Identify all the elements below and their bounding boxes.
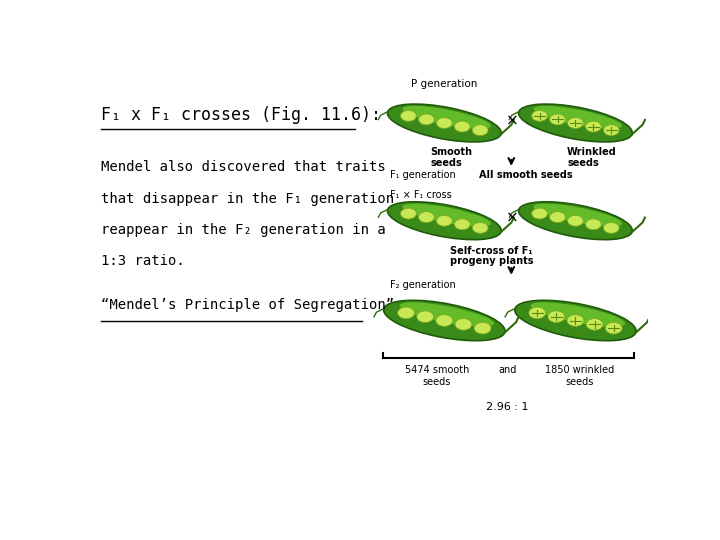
Ellipse shape bbox=[418, 212, 434, 222]
Ellipse shape bbox=[548, 311, 564, 322]
Text: that disappear in the F₁ generation: that disappear in the F₁ generation bbox=[101, 192, 395, 206]
Ellipse shape bbox=[387, 202, 501, 240]
Text: “Mendel’s Principle of Segregation”: “Mendel’s Principle of Segregation” bbox=[101, 298, 395, 312]
Ellipse shape bbox=[531, 302, 625, 327]
Ellipse shape bbox=[436, 315, 453, 326]
Ellipse shape bbox=[400, 208, 416, 219]
Text: Smooth
seeds: Smooth seeds bbox=[431, 147, 472, 168]
Ellipse shape bbox=[400, 110, 416, 122]
Ellipse shape bbox=[567, 215, 583, 226]
Ellipse shape bbox=[397, 307, 415, 319]
Ellipse shape bbox=[534, 106, 622, 129]
Text: Self-cross of F₁: Self-cross of F₁ bbox=[451, 246, 533, 255]
Ellipse shape bbox=[454, 219, 470, 230]
Ellipse shape bbox=[567, 118, 583, 129]
Text: reappear in the F₂ generation in a: reappear in the F₂ generation in a bbox=[101, 223, 386, 237]
Ellipse shape bbox=[400, 302, 494, 327]
Ellipse shape bbox=[454, 121, 470, 132]
Ellipse shape bbox=[418, 114, 434, 125]
Text: 1:3 ratio.: 1:3 ratio. bbox=[101, 254, 185, 268]
Ellipse shape bbox=[586, 319, 603, 330]
Text: 1850 wrinkled
seeds: 1850 wrinkled seeds bbox=[545, 365, 615, 387]
Ellipse shape bbox=[531, 208, 547, 219]
Text: and: and bbox=[498, 365, 516, 375]
Text: F₁ x F₁ crosses (Fig. 11.6):: F₁ x F₁ crosses (Fig. 11.6): bbox=[101, 106, 381, 124]
Text: 5474 smooth
seeds: 5474 smooth seeds bbox=[405, 365, 469, 387]
Ellipse shape bbox=[549, 114, 565, 125]
Text: F₂ generation: F₂ generation bbox=[390, 280, 456, 290]
Ellipse shape bbox=[402, 106, 491, 129]
Ellipse shape bbox=[474, 322, 491, 334]
Ellipse shape bbox=[436, 118, 452, 129]
Ellipse shape bbox=[585, 121, 601, 132]
Text: P generation: P generation bbox=[411, 79, 477, 89]
Text: F₁ generation: F₁ generation bbox=[390, 170, 456, 180]
Text: $\times$: $\times$ bbox=[505, 210, 518, 225]
Ellipse shape bbox=[402, 204, 491, 226]
Ellipse shape bbox=[603, 125, 619, 136]
Text: Wrinkled
seeds: Wrinkled seeds bbox=[567, 147, 617, 168]
Ellipse shape bbox=[606, 322, 622, 334]
Ellipse shape bbox=[531, 110, 547, 122]
Text: $\times$: $\times$ bbox=[505, 112, 518, 127]
Ellipse shape bbox=[384, 300, 505, 341]
Ellipse shape bbox=[515, 300, 636, 341]
Ellipse shape bbox=[567, 315, 584, 326]
Ellipse shape bbox=[549, 212, 565, 222]
Ellipse shape bbox=[534, 204, 622, 226]
Ellipse shape bbox=[387, 104, 501, 142]
Ellipse shape bbox=[528, 307, 546, 319]
Text: progeny plants: progeny plants bbox=[450, 256, 534, 266]
Text: All smooth seeds: All smooth seeds bbox=[480, 170, 573, 180]
Ellipse shape bbox=[518, 104, 632, 142]
Text: Mendel also discovered that traits: Mendel also discovered that traits bbox=[101, 160, 386, 174]
Ellipse shape bbox=[585, 219, 601, 230]
Ellipse shape bbox=[472, 125, 488, 136]
Ellipse shape bbox=[518, 202, 632, 240]
Ellipse shape bbox=[455, 319, 472, 330]
Ellipse shape bbox=[603, 222, 619, 233]
Text: F₁ × F₁ cross: F₁ × F₁ cross bbox=[390, 191, 452, 200]
Ellipse shape bbox=[436, 215, 452, 226]
Ellipse shape bbox=[472, 222, 488, 233]
Text: 2.96 : 1: 2.96 : 1 bbox=[486, 402, 528, 411]
Ellipse shape bbox=[417, 311, 433, 322]
